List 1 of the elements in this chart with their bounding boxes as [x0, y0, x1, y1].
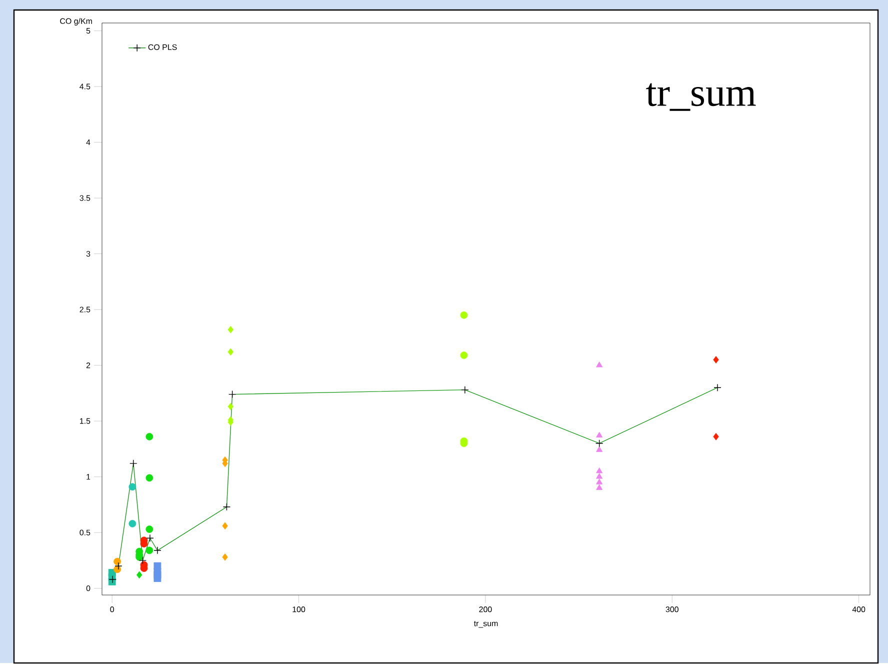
text: tr_sum [646, 84, 756, 112]
